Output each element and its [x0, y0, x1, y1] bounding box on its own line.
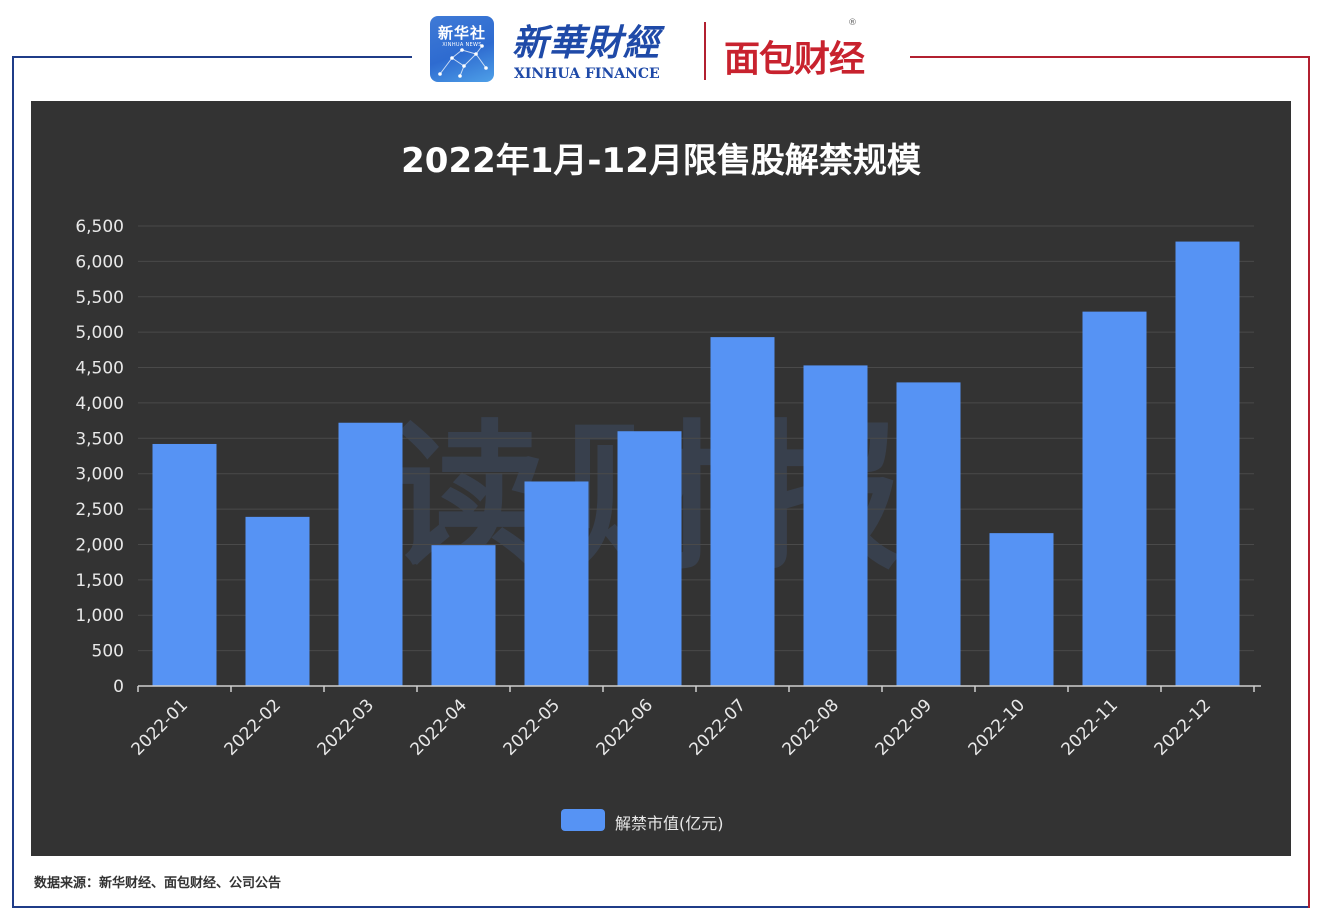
- x-tick-label: 2022-04: [407, 695, 471, 759]
- xinhua-finance-logo-cn: 新華財經: [512, 22, 661, 64]
- registered-mark: ®: [848, 18, 857, 28]
- y-tick-label: 2,000: [75, 535, 124, 555]
- y-tick-label: 4,000: [75, 394, 124, 414]
- chart-title: 2022年1月-12月限售股解禁规模: [401, 141, 921, 181]
- legend-label: 解禁市值(亿元): [615, 814, 724, 833]
- frame-bottom-line: [12, 906, 1309, 908]
- xinhua-news-logo: 新华社 XINHUA NEWS: [430, 16, 494, 82]
- xinhua-finance-logo-en: XINHUA FINANCE: [514, 66, 660, 82]
- bar-chart: 0 500 1,000 1,500 2,000 2,500 3,000 3,500 4,000 4…: [75, 217, 1261, 760]
- source-note: 数据来源：新华财经、面包财经、公司公告: [34, 876, 282, 891]
- bar: [431, 545, 496, 686]
- xinhua-news-logo-en: XINHUA NEWS: [442, 42, 482, 48]
- x-tick-label: 2022-02: [221, 695, 285, 759]
- y-tick-label: 4,500: [75, 359, 124, 379]
- y-tick-label: 3,500: [75, 429, 124, 449]
- bar: [710, 337, 775, 686]
- gridlines: [138, 225, 1254, 652]
- bar: [524, 481, 589, 686]
- y-tick-label: 500: [92, 642, 124, 662]
- y-tick-label: 5,500: [75, 288, 124, 308]
- y-tick-label: 1,000: [75, 606, 124, 626]
- x-tick-label: 2022-12: [1151, 695, 1215, 759]
- axes: [137, 685, 1261, 692]
- x-tick-label: 2022-08: [779, 695, 843, 759]
- x-tick-label: 2022-11: [1058, 695, 1122, 759]
- x-tick-label: 2022-01: [128, 695, 192, 759]
- bar: [1082, 311, 1147, 686]
- y-tick-label: 6,500: [75, 217, 124, 237]
- frame-top-right-line: [910, 56, 1310, 58]
- bars: [152, 241, 1240, 687]
- x-tick-label: 2022-05: [500, 695, 564, 759]
- mianbao-finance-logo: 面包财经: [724, 39, 865, 80]
- x-tick-label: 2022-06: [593, 695, 657, 759]
- x-tick-label: 2022-03: [314, 695, 378, 759]
- xinhua-news-logo-cn: 新华社: [437, 24, 486, 42]
- logo-divider: [704, 22, 706, 80]
- x-tick-label: 2022-07: [686, 695, 750, 759]
- frame-top-left-line: [12, 56, 412, 58]
- chart-panel: 读财报 05001,0001,5002,0002,5003,0003,5004,…: [31, 101, 1291, 856]
- bar: [989, 533, 1054, 686]
- header-logos: 新华社 XINHUA NEWS 新華財經 XINHUA FINANCE 面包财经…: [428, 12, 898, 90]
- bar: [152, 443, 217, 686]
- x-tick-label: 2022-09: [872, 695, 936, 759]
- x-tick-labels: 2022-01 2022-02 2022-03 2022-04 2022-05 2022-…: [128, 695, 1215, 759]
- y-tick-label: 2,500: [75, 500, 124, 520]
- legend-swatch: [561, 809, 605, 831]
- network-icon: [438, 44, 488, 78]
- frame-right-line: [1308, 56, 1310, 908]
- bar: [245, 516, 310, 686]
- bar: [896, 382, 961, 686]
- y-tick-label: 5,000: [75, 323, 124, 343]
- bar: [617, 431, 682, 686]
- x-tick-label: 2022-10: [965, 695, 1029, 759]
- bar: [803, 365, 868, 686]
- bar: [1175, 241, 1240, 687]
- y-tick-labels: 0 500 1,000 1,500 2,000 2,500 3,000 3,500 4,000 4…: [75, 217, 124, 697]
- y-tick-label: 6,000: [75, 252, 124, 272]
- y-tick-label: 3,000: [75, 465, 124, 485]
- frame-left-line: [12, 56, 14, 908]
- y-tick-label: 1,500: [75, 571, 124, 591]
- bar: [338, 422, 403, 686]
- y-tick-label: 0: [113, 677, 124, 697]
